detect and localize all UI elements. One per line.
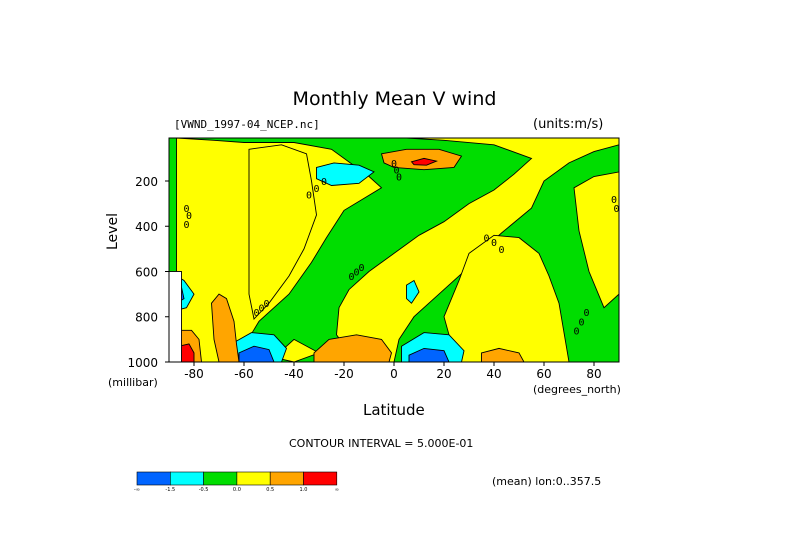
units-label: (units:m/s) xyxy=(533,117,604,132)
y-tick-label: 800 xyxy=(135,311,158,325)
legend-label: ∞ xyxy=(335,487,339,493)
region-orange-south-column xyxy=(211,293,240,362)
region-cyan-mid xyxy=(406,279,420,304)
zero-contour-label: 0 xyxy=(186,211,192,222)
zero-contour-label: 0 xyxy=(183,204,189,215)
legend-label: -∞ xyxy=(134,487,140,493)
legend-label: 0.5 xyxy=(266,487,274,493)
contour-interval-note: CONTOUR INTERVAL = 5.000E-01 xyxy=(289,437,474,450)
zero-contour-label: 0 xyxy=(573,326,579,337)
region-yellow-polar xyxy=(573,171,619,309)
zero-contour-label: 0 xyxy=(578,317,584,328)
zero-contour-label: 0 xyxy=(258,304,264,315)
x-tick-label: 0 xyxy=(390,367,398,381)
axis-ticks: -80 -60 -40 -20 0 20 40 60 80 200 400 600 800 1000 xyxy=(127,175,601,381)
legend-swatch xyxy=(303,471,338,486)
zero-contour-label: 0 xyxy=(613,204,619,215)
zero-contour-label: 0 xyxy=(483,234,489,245)
legend-swatch xyxy=(236,471,271,486)
dataset-label: [VWND_1997-04_NCEP.nc] xyxy=(174,118,320,131)
zero-contour-label: 0 xyxy=(263,299,269,310)
region-yellow-south-inner xyxy=(248,144,317,320)
legend-swatch xyxy=(170,471,204,486)
mean-note: (mean) lon:0..357.5 xyxy=(492,475,602,488)
x-tick-label: -80 xyxy=(184,367,204,381)
zero-contour-label: 0 xyxy=(183,220,189,231)
legend-swatch xyxy=(203,471,238,486)
legend-label: 1.0 xyxy=(300,487,308,493)
region-orange-south-low xyxy=(313,334,392,362)
x-tick-label: -60 xyxy=(234,367,254,381)
legend-label: -1.5 xyxy=(165,487,175,493)
zero-contour-label: 0 xyxy=(611,195,617,206)
legend-label: -0.5 xyxy=(199,487,209,493)
x-tick-label: 20 xyxy=(436,367,451,381)
region-cyan-upper xyxy=(316,162,375,186)
contour-fields xyxy=(169,138,619,362)
chart-title: Monthly Mean V wind xyxy=(292,88,497,110)
zero-contour-label: 0 xyxy=(391,159,397,170)
zero-contour-label: 0 xyxy=(583,308,589,319)
region-yellow-northern xyxy=(443,234,570,362)
color-legend: -∞ -1.5 -0.5 0.0 0.5 1.0 ∞ xyxy=(134,471,339,493)
zero-contour-label: 0 xyxy=(396,173,402,184)
legend-label: 0.0 xyxy=(233,487,241,493)
region-blue-equator-low xyxy=(408,347,450,362)
y-tick-label: 400 xyxy=(135,220,158,234)
x-axis-label: Latitude xyxy=(363,401,425,419)
zero-contour-label: 0 xyxy=(393,166,399,177)
zero-contour-label: 0 xyxy=(348,272,354,283)
zero-contour-label: 0 xyxy=(321,177,327,188)
y-axis-unit: (millibar) xyxy=(108,376,158,389)
y-tick-label: 1000 xyxy=(127,356,158,370)
zero-contour-label: 0 xyxy=(306,191,312,202)
zero-contour-label: 0 xyxy=(353,268,359,279)
x-axis-unit: (degrees_north) xyxy=(533,383,621,396)
x-tick-label: 60 xyxy=(536,367,551,381)
region-missing-data xyxy=(169,271,182,362)
zero-contour-label: 0 xyxy=(491,238,497,249)
zero-contour-label: 0 xyxy=(313,184,319,195)
legend-swatch xyxy=(269,471,304,486)
y-tick-label: 200 xyxy=(135,175,158,189)
region-orange-north-low xyxy=(481,347,525,362)
y-tick-label: 600 xyxy=(135,265,158,279)
x-tick-label: 40 xyxy=(486,367,501,381)
legend-swatch xyxy=(136,471,171,486)
zero-contour-label: 0 xyxy=(253,308,259,319)
x-tick-label: -40 xyxy=(284,367,304,381)
zero-contour-label: 0 xyxy=(498,245,504,256)
x-tick-label: -20 xyxy=(334,367,354,381)
x-tick-label: 80 xyxy=(586,367,601,381)
region-red-upper xyxy=(410,157,439,166)
zero-contour-label: 0 xyxy=(358,263,364,274)
